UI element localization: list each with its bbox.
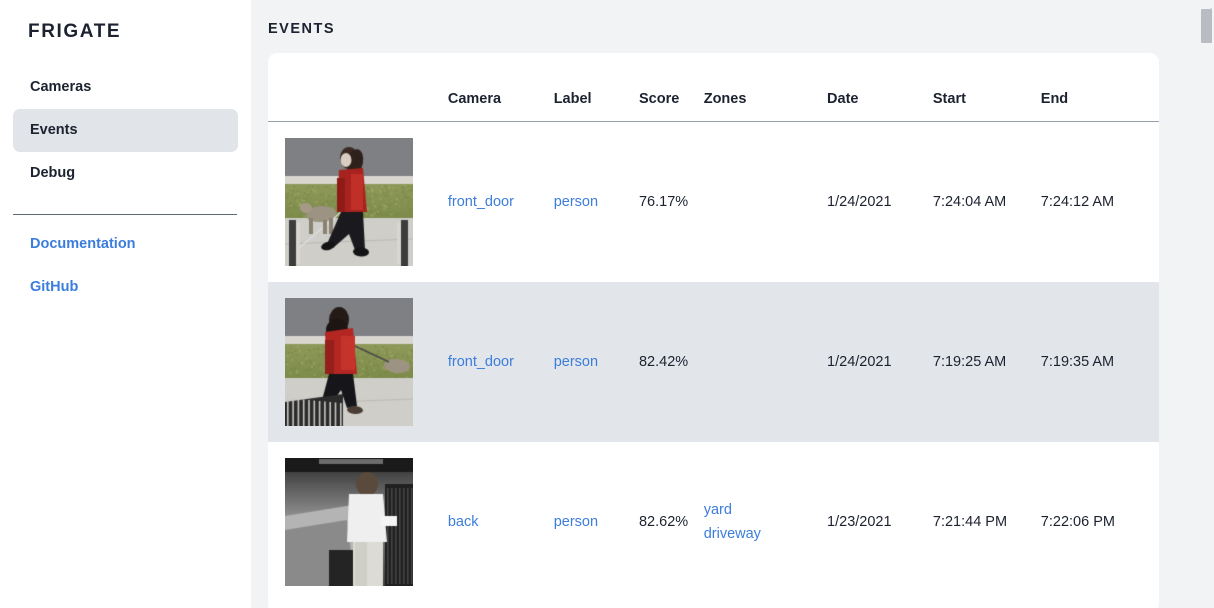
- column-header-score: Score: [639, 53, 704, 122]
- cell-zones: [704, 282, 827, 442]
- sidebar: FRIGATE Cameras Events Debug Documentati…: [0, 0, 251, 608]
- table-row[interactable]: back person 82.62% yard driveway 1/23/2021 7:2…: [268, 442, 1159, 602]
- column-header-label: Label: [554, 53, 639, 122]
- column-header-thumbnail: [268, 53, 448, 122]
- sidebar-link-github[interactable]: GitHub: [13, 266, 238, 309]
- column-header-zones: Zones: [704, 53, 827, 122]
- cell-start: 7:19:25 AM: [933, 282, 1041, 442]
- cell-zones: [704, 122, 827, 282]
- event-thumbnail-image[interactable]: [285, 458, 413, 586]
- cell-end: 7:19:35 AM: [1041, 282, 1159, 442]
- cell-start: 7:21:44 PM: [933, 442, 1041, 602]
- cell-score: 76.17%: [639, 122, 704, 282]
- cell-score: 82.42%: [639, 282, 704, 442]
- sidebar-item-cameras[interactable]: Cameras: [13, 66, 238, 109]
- scrollbar-thumb[interactable]: [1201, 9, 1212, 43]
- table-row[interactable]: front_door person 76.17% 1/24/2021 7:24:04 A…: [268, 122, 1159, 282]
- cell-camera[interactable]: front_door: [448, 282, 554, 442]
- event-thumbnail-image[interactable]: [285, 138, 413, 266]
- cell-label-link[interactable]: person: [554, 514, 598, 530]
- column-header-end: End: [1041, 53, 1159, 122]
- cell-zones[interactable]: yard driveway: [704, 442, 827, 602]
- cell-camera-link[interactable]: back: [448, 514, 479, 530]
- table-header-row: Camera Label Score Zones Date Start End: [268, 53, 1159, 122]
- sidebar-link-documentation[interactable]: Documentation: [13, 223, 238, 266]
- zone-link[interactable]: yard: [704, 498, 827, 522]
- cell-thumbnail: [268, 282, 448, 442]
- cell-date: 1/24/2021: [827, 122, 933, 282]
- sidebar-divider: [13, 214, 237, 215]
- cell-date: 1/24/2021: [827, 282, 933, 442]
- cell-start: 7:24:04 AM: [933, 122, 1041, 282]
- events-table-header: Camera Label Score Zones Date Start End: [268, 53, 1159, 122]
- events-table-body: front_door person 76.17% 1/24/2021 7:24:04 A…: [268, 122, 1159, 602]
- cell-camera[interactable]: back: [448, 442, 554, 602]
- column-header-camera: Camera: [448, 53, 554, 122]
- cell-label[interactable]: person: [554, 442, 639, 602]
- events-table: Camera Label Score Zones Date Start End …: [268, 53, 1159, 602]
- cell-end: 7:22:06 PM: [1041, 442, 1159, 602]
- event-thumbnail-image[interactable]: [285, 298, 413, 426]
- sidebar-external-links: Documentation GitHub: [0, 223, 251, 309]
- cell-camera-link[interactable]: front_door: [448, 354, 514, 370]
- column-header-date: Date: [827, 53, 933, 122]
- page-title: EVENTS: [268, 0, 1198, 40]
- cell-label-link[interactable]: person: [554, 354, 598, 370]
- cell-date: 1/23/2021: [827, 442, 933, 602]
- events-card: Camera Label Score Zones Date Start End …: [268, 53, 1159, 608]
- cell-label[interactable]: person: [554, 122, 639, 282]
- cell-thumbnail: [268, 122, 448, 282]
- sidebar-item-events[interactable]: Events: [13, 109, 238, 152]
- triangle-up-icon[interactable]: [1203, 2, 1212, 9]
- sidebar-item-debug[interactable]: Debug: [13, 152, 238, 195]
- cell-label-link[interactable]: person: [554, 194, 598, 210]
- app-brand-title: FRIGATE: [0, 0, 251, 46]
- cell-label[interactable]: person: [554, 282, 639, 442]
- cell-camera[interactable]: front_door: [448, 122, 554, 282]
- cell-end: 7:24:12 AM: [1041, 122, 1159, 282]
- vertical-scrollbar[interactable]: [1199, 0, 1214, 608]
- main-content: EVENTS Camera Label Score Zones Date Sta…: [251, 0, 1214, 608]
- sidebar-nav: Cameras Events Debug: [0, 66, 251, 195]
- cell-score: 82.62%: [639, 442, 704, 602]
- frigate-app: FRIGATE Cameras Events Debug Documentati…: [0, 0, 1214, 608]
- cell-camera-link[interactable]: front_door: [448, 194, 514, 210]
- column-header-start: Start: [933, 53, 1041, 122]
- cell-thumbnail: [268, 442, 448, 602]
- table-row[interactable]: front_door person 82.42% 1/24/2021 7:19:25 A…: [268, 282, 1159, 442]
- zone-link[interactable]: driveway: [704, 522, 827, 546]
